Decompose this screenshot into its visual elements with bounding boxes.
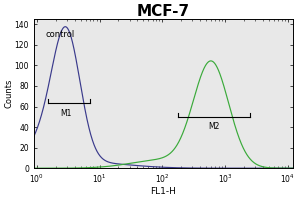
Title: MCF-7: MCF-7: [137, 4, 190, 19]
Text: M2: M2: [208, 122, 220, 131]
Y-axis label: Counts: Counts: [4, 79, 13, 108]
Text: M1: M1: [60, 109, 72, 118]
X-axis label: FL1-H: FL1-H: [151, 187, 176, 196]
Text: control: control: [46, 30, 75, 39]
